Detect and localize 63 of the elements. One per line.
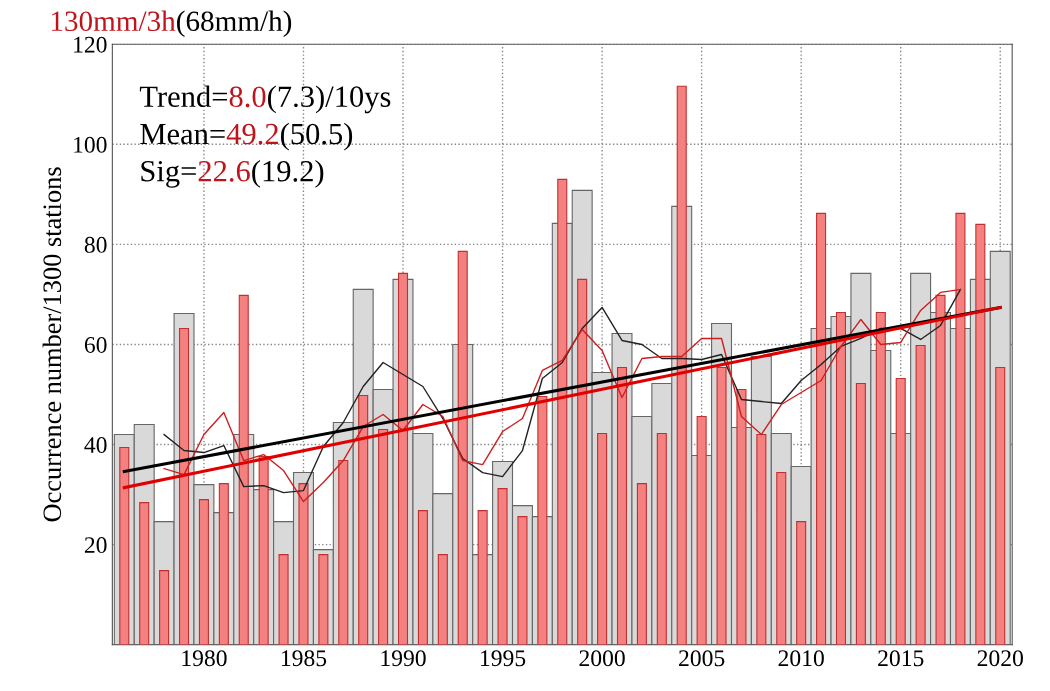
x-tick-label: 1985 [281,650,327,667]
y-tick-label: 120 [74,36,107,53]
bar [935,294,946,645]
annotation: Trend=8.0(7.3)/10ys [139,85,391,114]
bar [816,212,827,645]
x-tick-label: 1995 [481,650,526,667]
x-tick-label: 2020 [977,650,1023,667]
bar [477,510,488,645]
y-axis-title: Occurrence number/1300 stations [42,167,62,522]
bar [875,311,886,645]
bar [696,415,707,645]
bar [198,499,209,645]
bar [397,272,409,645]
bar [517,516,528,645]
bar [597,432,608,645]
x-tick-label: 2000 [579,650,625,667]
x-tick-label: 2015 [878,650,924,667]
bar [278,554,289,645]
bar [298,483,309,645]
bar [955,212,966,645]
annotation: Mean=49.2(50.5) [140,122,353,151]
x-tick-label: 1980 [182,650,227,667]
bar [557,178,568,645]
x-tick-label: 2005 [679,650,725,667]
bar [338,460,349,645]
x-tick-label: 1990 [381,650,426,667]
bar [616,366,628,645]
y-tick-label: 80 [84,236,107,253]
bar [975,223,986,645]
bar [358,394,369,645]
bar [437,554,448,645]
bar [895,377,906,645]
bar [178,327,190,645]
bar [855,382,866,645]
y-tick-label: 60 [84,336,107,353]
bar [995,366,1006,645]
bar [716,366,727,645]
bar [656,432,667,645]
bar [378,428,389,645]
bar [417,510,428,645]
bar [915,344,926,645]
bar [258,455,269,645]
bar [119,446,130,645]
bar [756,433,767,645]
y-tick-label: 100 [74,136,107,153]
bar [497,488,508,645]
bar [457,250,468,645]
bar [139,502,150,645]
bar [159,570,170,645]
bar [238,294,249,645]
bar [636,483,647,645]
x-tick-label: 2010 [778,650,824,667]
bar [776,472,787,645]
bar [537,395,548,645]
bar [796,521,807,645]
bar [736,388,747,645]
y-tick-label: 20 [84,537,107,554]
bar [577,278,588,645]
annotation: Sig=22.6(19.2) [141,160,324,188]
y-tick-label: 40 [84,437,107,453]
bar [676,85,687,645]
bar [218,483,229,645]
bar [835,311,847,645]
